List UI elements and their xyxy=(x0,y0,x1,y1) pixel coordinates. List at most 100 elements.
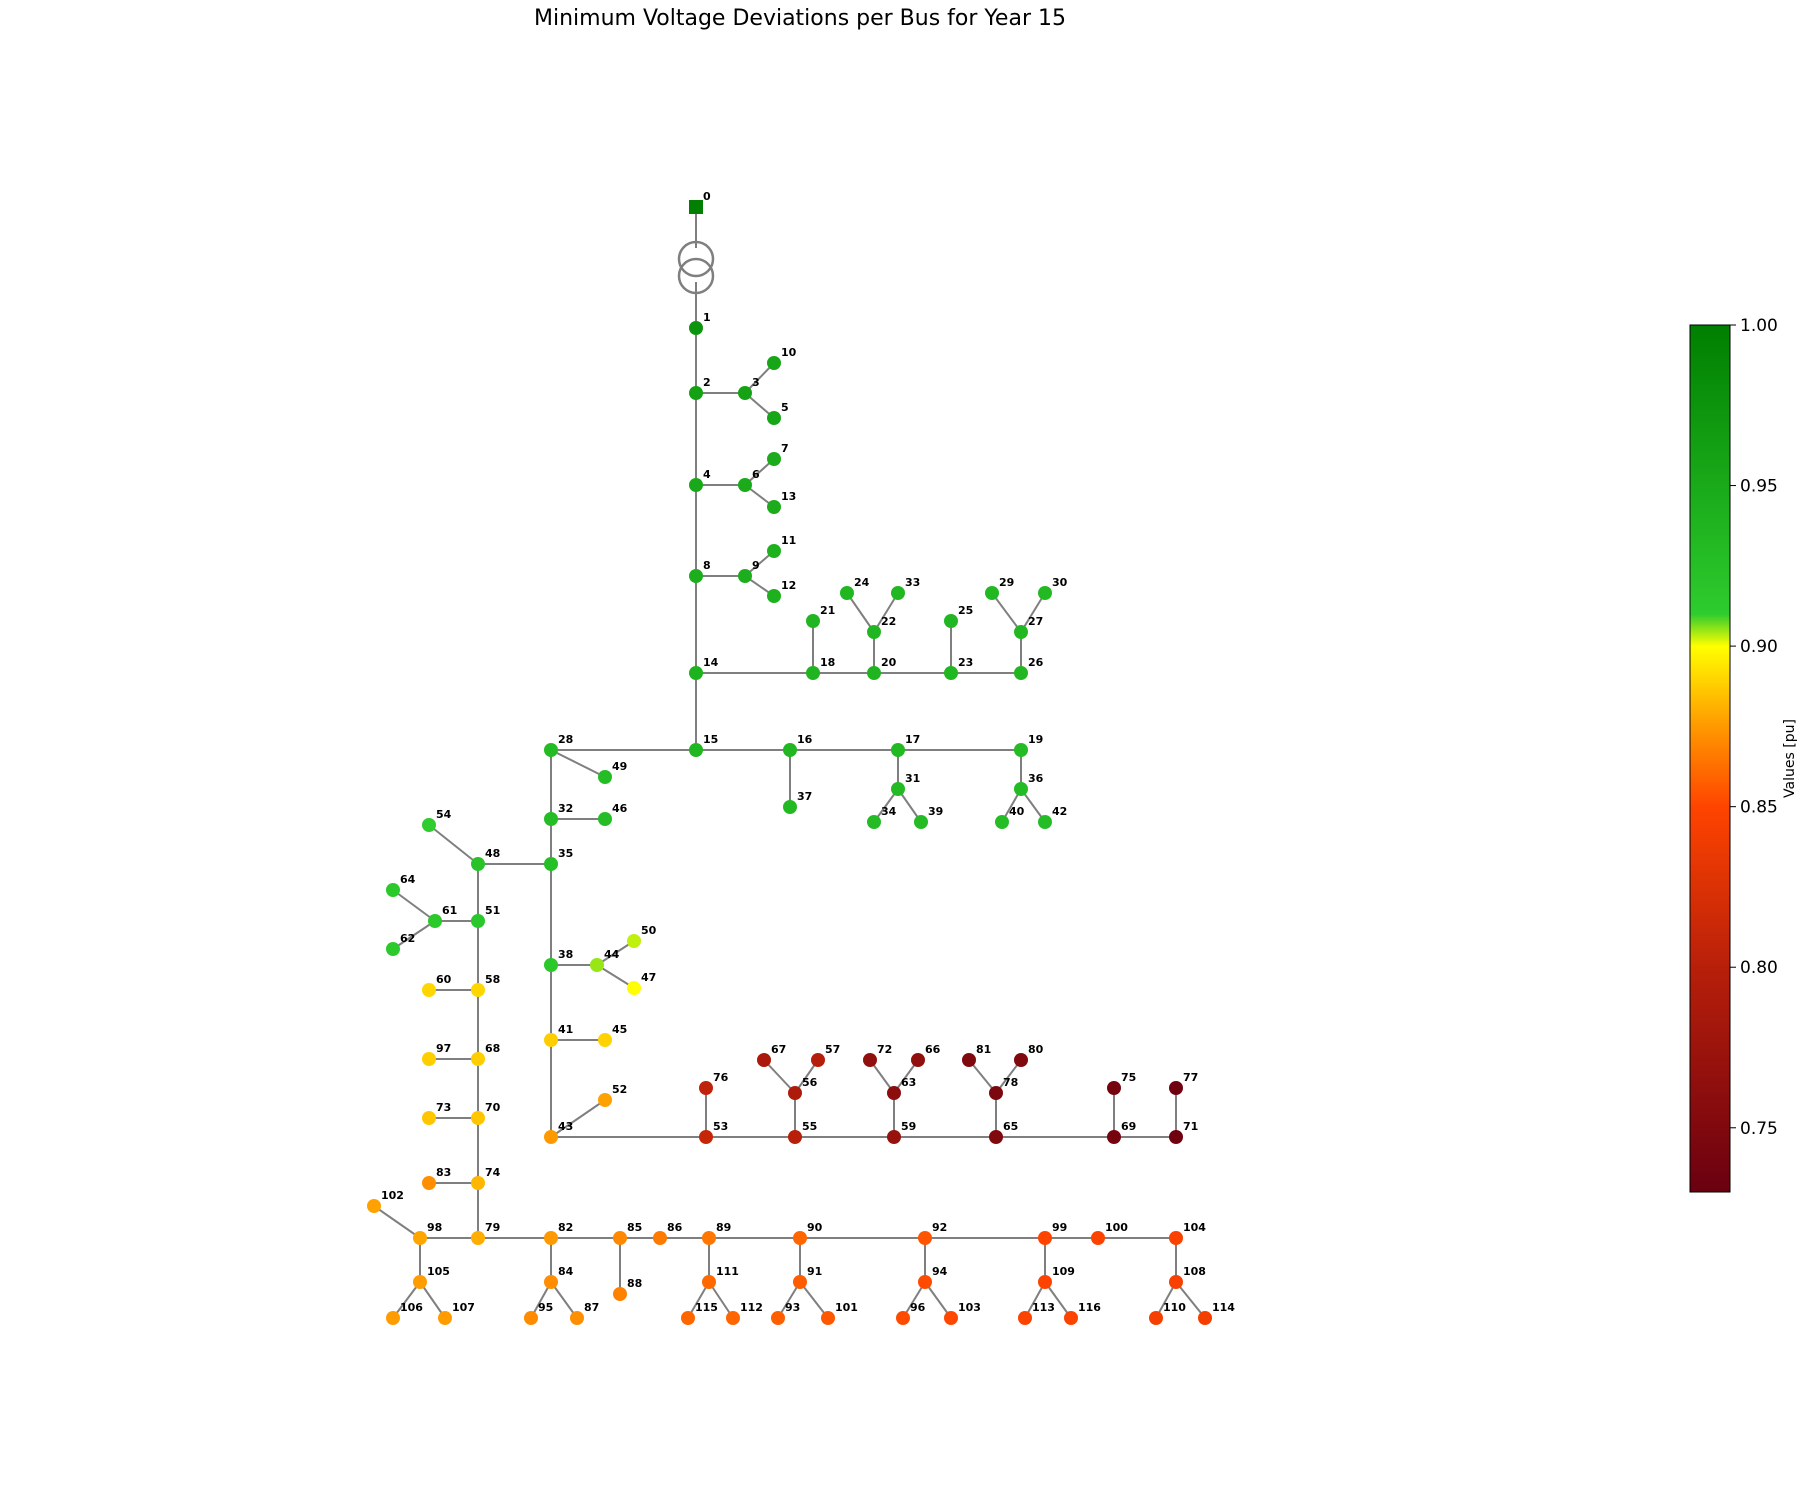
bus-label-57: 57 xyxy=(825,1043,840,1056)
bus-node-81 xyxy=(962,1053,976,1067)
bus-label-46: 46 xyxy=(612,802,628,815)
bus-label-68: 68 xyxy=(485,1042,500,1055)
bus-node-52 xyxy=(598,1093,612,1107)
bus-label-59: 59 xyxy=(901,1120,916,1133)
bus-label-66: 66 xyxy=(925,1043,941,1056)
bus-node-69 xyxy=(1107,1130,1121,1144)
bus-label-82: 82 xyxy=(558,1221,573,1234)
bus-label-99: 99 xyxy=(1052,1221,1067,1234)
bus-label-100: 100 xyxy=(1105,1221,1128,1234)
line-94-103 xyxy=(924,1281,952,1319)
bus-label-89: 89 xyxy=(716,1221,731,1234)
bus-node-114 xyxy=(1198,1311,1212,1325)
bus-label-30: 30 xyxy=(1052,576,1068,589)
bus-label-70: 70 xyxy=(485,1101,501,1114)
bus-node-59 xyxy=(887,1130,901,1144)
bus-node-24 xyxy=(840,586,854,600)
bus-node-79 xyxy=(471,1231,485,1245)
line-61-64 xyxy=(392,889,436,922)
bus-label-37: 37 xyxy=(797,790,812,803)
bus-label-93: 93 xyxy=(785,1301,800,1314)
bus-label-108: 108 xyxy=(1183,1265,1206,1278)
bus-label-50: 50 xyxy=(641,924,657,937)
bus-label-1: 1 xyxy=(703,311,711,324)
bus-label-64: 64 xyxy=(400,873,416,886)
bus-label-103: 103 xyxy=(958,1301,981,1314)
bus-node-53 xyxy=(699,1130,713,1144)
bus-label-96: 96 xyxy=(910,1301,926,1314)
bus-label-8: 8 xyxy=(703,559,711,572)
bus-label-22: 22 xyxy=(881,615,896,628)
bus-node-45 xyxy=(598,1033,612,1047)
bus-label-23: 23 xyxy=(958,656,973,669)
bus-node-49 xyxy=(598,770,612,784)
bus-node-20 xyxy=(867,666,881,680)
bus-node-95 xyxy=(524,1311,538,1325)
bus-node-43 xyxy=(544,1130,558,1144)
line-27-29 xyxy=(991,592,1022,633)
bus-label-44: 44 xyxy=(604,948,620,961)
bus-node-58 xyxy=(471,983,485,997)
bus-node-109 xyxy=(1038,1275,1052,1289)
bus-node-77 xyxy=(1169,1081,1183,1095)
line-28-49 xyxy=(550,749,606,778)
bus-node-32 xyxy=(544,812,558,826)
bus-node-31 xyxy=(891,782,905,796)
bus-node-101 xyxy=(821,1311,835,1325)
bus-node-85 xyxy=(613,1231,627,1245)
bus-node-55 xyxy=(788,1130,802,1144)
bus-label-81: 81 xyxy=(976,1043,991,1056)
bus-node-89 xyxy=(702,1231,716,1245)
bus-node-108 xyxy=(1169,1275,1183,1289)
bus-node-23 xyxy=(944,666,958,680)
bus-node-97 xyxy=(422,1052,436,1066)
bus-node-113 xyxy=(1018,1311,1032,1325)
bus-node-67 xyxy=(757,1053,771,1067)
bus-label-25: 25 xyxy=(958,604,973,617)
line-48-54 xyxy=(428,824,479,865)
bus-label-104: 104 xyxy=(1183,1221,1206,1234)
bus-label-33: 33 xyxy=(905,576,920,589)
colorbar-tick-label: 0.95 xyxy=(1740,477,1778,497)
line-43-52 xyxy=(550,1099,606,1138)
bus-node-104 xyxy=(1169,1231,1183,1245)
bus-label-76: 76 xyxy=(713,1071,729,1084)
bus-label-49: 49 xyxy=(612,760,627,773)
line-105-107 xyxy=(419,1281,446,1319)
line-84-87 xyxy=(550,1281,578,1319)
bus-node-74 xyxy=(471,1176,485,1190)
bus-node-116 xyxy=(1064,1311,1078,1325)
bus-node-83 xyxy=(422,1176,436,1190)
transformer-winding-lv xyxy=(677,257,715,295)
bus-label-51: 51 xyxy=(485,904,500,917)
bus-label-62: 62 xyxy=(400,932,415,945)
bus-label-4: 4 xyxy=(703,468,711,481)
line-98-102 xyxy=(373,1205,421,1239)
bus-label-83: 83 xyxy=(436,1166,451,1179)
bus-label-41: 41 xyxy=(558,1023,573,1036)
bus-label-74: 74 xyxy=(485,1166,501,1179)
colorbar-tick-label: 1.00 xyxy=(1740,316,1778,336)
bus-node-26 xyxy=(1014,666,1028,680)
bus-node-102 xyxy=(367,1199,381,1213)
bus-node-100 xyxy=(1091,1231,1105,1245)
bus-node-28 xyxy=(544,743,558,757)
bus-node-37 xyxy=(783,800,797,814)
bus-node-39 xyxy=(914,815,928,829)
bus-label-112: 112 xyxy=(740,1301,763,1314)
bus-label-39: 39 xyxy=(928,805,943,818)
bus-node-34 xyxy=(867,815,881,829)
bus-node-50 xyxy=(627,934,641,948)
bus-node-70 xyxy=(471,1111,485,1125)
line-111-112 xyxy=(708,1281,734,1319)
transformer-symbol xyxy=(677,207,715,328)
bus-label-43: 43 xyxy=(558,1120,573,1133)
bus-label-60: 60 xyxy=(436,973,452,986)
bus-label-20: 20 xyxy=(881,656,897,669)
bus-node-2 xyxy=(689,386,703,400)
line-56-67 xyxy=(763,1059,796,1094)
bus-node-7 xyxy=(767,452,781,466)
bus-label-12: 12 xyxy=(781,579,796,592)
bus-label-35: 35 xyxy=(558,847,573,860)
bus-label-86: 86 xyxy=(667,1221,683,1234)
